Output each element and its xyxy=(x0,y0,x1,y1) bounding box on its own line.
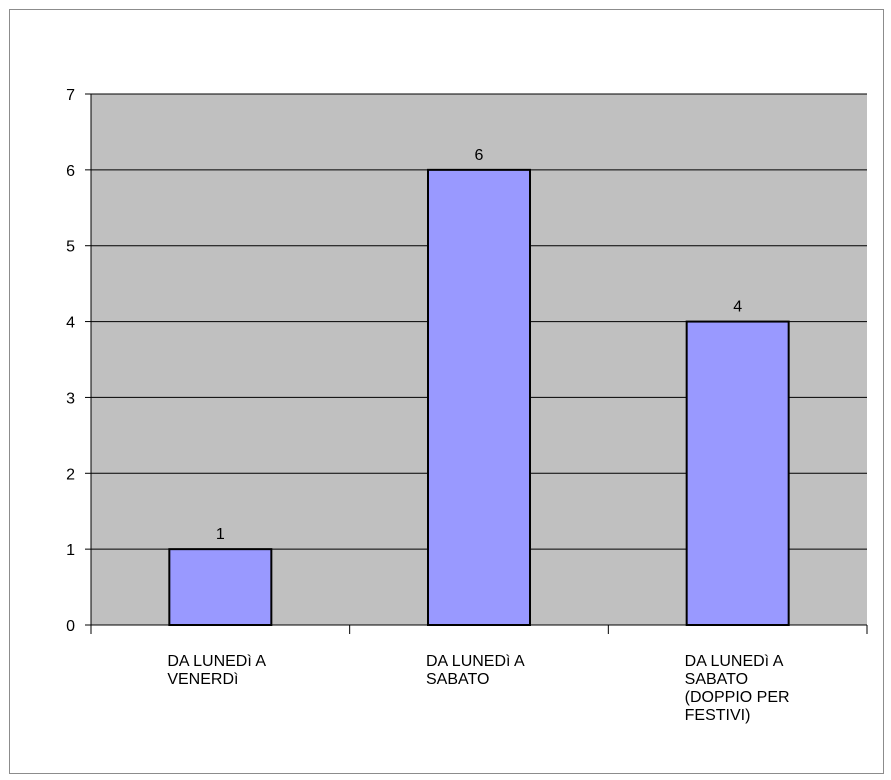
y-axis-ticks: 0 1 2 3 4 5 6 7 xyxy=(66,87,91,635)
y-tick-label: 6 xyxy=(66,163,75,180)
category-label-line: DA LUNEDì A xyxy=(426,653,525,670)
data-label: 6 xyxy=(475,147,484,164)
y-tick-label: 7 xyxy=(66,87,75,104)
category-label-line: DA LUNEDì A xyxy=(167,653,266,670)
y-tick-label: 2 xyxy=(66,466,75,483)
y-tick-label: 1 xyxy=(66,542,75,559)
category-label-line: VENERDì xyxy=(167,671,238,688)
y-tick-label: 4 xyxy=(66,315,75,332)
x-axis-ticks xyxy=(90,625,868,634)
y-tick-label: 5 xyxy=(66,239,75,256)
data-label: 4 xyxy=(733,299,742,316)
category-label-line: SABATO xyxy=(426,671,489,688)
y-tick-label: 3 xyxy=(66,390,75,407)
category-label-line: SABATO xyxy=(685,671,748,688)
category-label-line: (DOPPIO PER xyxy=(685,689,790,706)
bar xyxy=(427,168,531,626)
category-label-line: DA LUNEDì A xyxy=(685,653,784,670)
data-label: 1 xyxy=(216,526,225,543)
bar xyxy=(685,320,790,626)
y-tick-label: 0 xyxy=(66,618,75,635)
bars xyxy=(168,168,790,627)
bar xyxy=(168,548,273,627)
data-labels: 1 6 4 xyxy=(216,147,742,543)
category-label-line: FESTIVI) xyxy=(685,707,751,724)
